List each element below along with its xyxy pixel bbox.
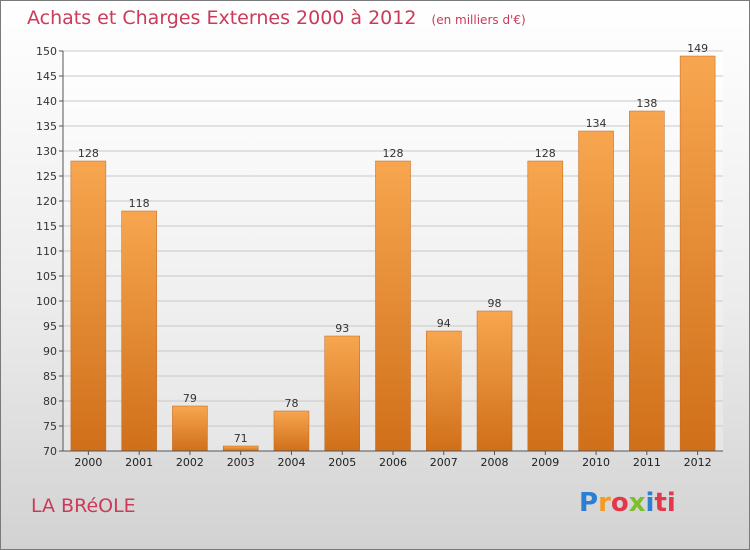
y-tick-label: 140 [36,95,57,108]
logo-letter: ti [654,488,676,518]
bar-value-label: 128 [78,147,99,160]
bar [476,310,513,452]
x-tick-label: 2006 [379,456,407,469]
y-tick-label: 120 [36,195,57,208]
logo-letter: x [628,488,646,518]
bar [172,405,208,452]
y-tick-label: 125 [36,170,57,183]
x-tick-label: 2001 [125,456,153,469]
bar [426,330,462,452]
logo-letter: i [645,488,655,518]
y-tick-label: 105 [36,270,57,283]
bar [273,410,310,452]
x-tick-label: 2000 [74,456,102,469]
y-tick-label: 95 [43,320,57,333]
bar-value-label: 79 [183,392,197,405]
bar-value-label: 93 [335,322,349,335]
x-tick-label: 2011 [633,456,661,469]
x-tick-label: 2009 [531,456,559,469]
logo-letter: P [579,488,599,518]
x-tick-label: 2008 [481,456,509,469]
chart-subtitle: (en milliers d'€) [431,13,526,27]
bar [578,130,614,452]
y-tick-label: 70 [43,445,57,458]
commune-name: LA BRéOLE [31,495,136,517]
bar-value-label: 128 [383,147,404,160]
y-tick-label: 85 [43,370,57,383]
y-tick-label: 135 [36,120,57,133]
title-row: Achats et Charges Externes 2000 à 2012 (… [27,7,526,29]
x-tick-label: 2010 [582,456,610,469]
bar-value-label: 138 [636,97,657,110]
chart-title: Achats et Charges Externes 2000 à 2012 [27,7,417,29]
x-tick-label: 2012 [684,456,712,469]
bar-value-label: 94 [437,317,451,330]
y-tick-label: 90 [43,345,57,358]
y-tick-label: 110 [36,245,57,258]
bar-value-label: 134 [586,117,607,130]
bar-value-label: 78 [284,397,298,410]
x-tick-label: 2003 [227,456,255,469]
bar-value-label: 149 [687,42,708,55]
bar-value-label: 128 [535,147,556,160]
y-tick-label: 75 [43,420,57,433]
bar-value-label: 118 [129,197,150,210]
bar [70,160,107,452]
logo-letter: r [598,488,611,518]
bar-value-label: 71 [234,432,248,445]
y-tick-label: 145 [36,70,57,83]
y-tick-label: 115 [36,220,57,233]
bar [121,210,157,452]
bar [375,160,411,452]
y-tick-label: 130 [36,145,57,158]
y-tick-label: 100 [36,295,57,308]
logo-letter: o [610,488,629,518]
y-tick-label: 80 [43,395,57,408]
x-tick-label: 2007 [430,456,458,469]
bar [629,110,665,452]
x-tick-label: 2005 [328,456,356,469]
proxiti-logo: Proxiti [579,488,676,518]
bar [324,335,360,452]
y-tick-label: 150 [36,45,57,58]
bar [679,55,716,452]
bar-value-label: 98 [488,297,502,310]
bar [527,160,564,452]
x-tick-label: 2002 [176,456,204,469]
x-tick-label: 2004 [277,456,305,469]
bar [222,445,259,452]
